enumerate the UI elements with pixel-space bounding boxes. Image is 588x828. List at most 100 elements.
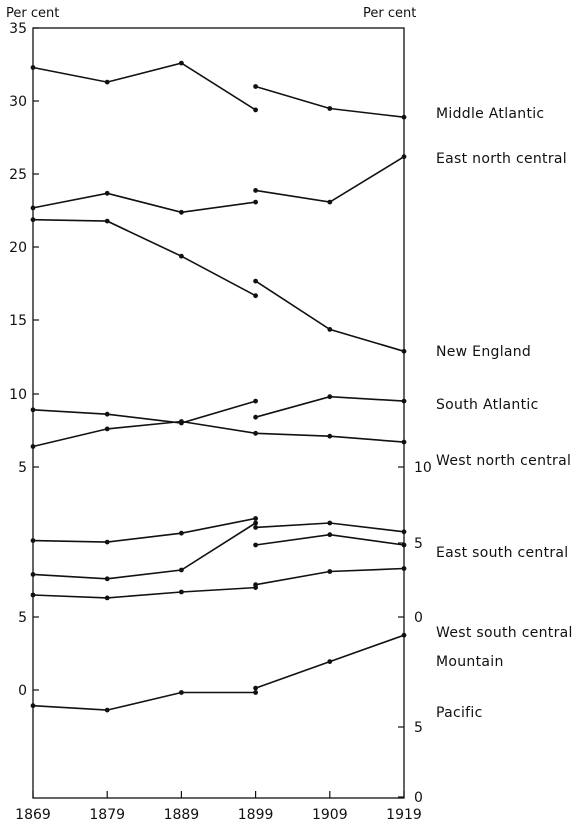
east-south-central-point [179,530,184,536]
x-tick-label: 1919 [386,807,422,823]
series-label: Middle Atlantic [436,106,544,122]
south-atlantic-point [30,407,36,413]
series-label: West south central [436,625,573,641]
east-north-central-point [179,209,184,215]
mountain-point [104,595,110,601]
new-england-point [253,278,258,284]
east-north-central-point [253,199,258,205]
x-tick-label: 1869 [15,807,51,823]
left-tick-label: 5 [18,610,27,626]
east-north-central-point [30,205,36,211]
pacific-point [327,659,333,664]
x-tick-label: 1909 [312,807,348,823]
left-tick-label: 25 [9,167,27,183]
x-tick-label: 1899 [238,807,274,823]
east-south-central-point [253,525,258,530]
right-tick-label: 0 [414,790,423,806]
plot-frame [32,27,405,799]
south-atlantic-point [253,398,258,404]
series-label: Mountain [436,654,504,670]
west-north-central-point [179,419,184,424]
middle-atlantic-line [255,85,405,118]
right-tick-label: 0 [414,610,423,626]
east-north-central-line [255,156,405,203]
left-tick-label: 30 [9,94,27,110]
left-tick-label: 10 [9,387,27,403]
left-tick-label: 20 [9,240,27,256]
mountain-point [253,582,258,588]
new-england-point [30,217,36,223]
new-england-point [179,253,184,259]
east-south-central-point [253,516,258,521]
east-north-central-line [32,192,256,214]
middle-atlantic-line [32,62,257,111]
pacific-line [32,691,256,711]
x-tick-label: 1889 [164,807,200,823]
series-label: South Atlantic [436,397,539,413]
left-tick-label: 15 [9,313,27,329]
pacific-point [30,703,36,709]
right-tick-label: 10 [414,460,432,476]
new-england-point [401,348,407,354]
west-south-central-point [179,567,184,573]
east-south-central-point [327,520,333,526]
west-south-central-point [104,576,110,582]
east-north-central-point [253,188,258,193]
west-north-central-point [104,426,110,432]
left-tick-label: 5 [18,460,27,476]
pacific-point [401,632,407,638]
x-tick-label: 1879 [89,807,125,823]
west-north-central-point [327,433,333,439]
series-label: New England [436,344,531,360]
west-north-central-point [30,444,36,449]
south-atlantic-point [327,394,333,400]
mountain-point [30,592,36,598]
new-england-line [255,280,405,353]
left-tick-label: 35 [9,21,27,37]
east-north-central-point [327,199,333,205]
east-south-central-point [401,529,407,535]
series-labels: Middle Atlantic East north central New Eng… [436,106,573,721]
middle-atlantic-point [179,60,184,66]
left-tick-label: 0 [18,683,27,699]
pacific-point [253,690,258,695]
east-south-central-point [30,538,36,543]
south-atlantic-line [255,395,405,418]
west-south-central-point [401,542,407,548]
middle-atlantic-point [401,114,407,120]
middle-atlantic-point [30,65,36,70]
south-atlantic-line [32,400,256,424]
east-north-central-point [401,154,407,160]
middle-atlantic-point [327,106,333,111]
left-unit-label: Per cent [6,6,59,21]
new-england-point [253,293,258,299]
west-north-central-line [32,420,405,448]
series-label: West north central [436,453,571,469]
west-south-central-point [327,532,333,538]
east-south-central-line [32,517,256,543]
mountain-point [327,569,333,574]
pacific-point [253,685,258,691]
mountain-line [32,586,256,599]
south-atlantic-point [253,414,258,420]
middle-atlantic-point [253,84,258,89]
right-tick-label: 5 [414,720,423,736]
x-axis: 1869 1879 1889 1899 1909 1919 [15,791,422,823]
new-england-point [327,327,333,332]
series-layer [30,60,407,713]
south-atlantic-point [401,398,407,404]
west-south-central-point [253,542,258,548]
series-label: East north central [436,151,567,167]
series-label: Pacific [436,705,483,721]
series-label: East south central [436,545,569,561]
new-england-line [32,218,256,297]
east-north-central-point [104,190,110,196]
middle-atlantic-point [104,79,110,85]
west-south-central-point [253,520,258,526]
left-axis: 35 30 25 20 15 10 5 5 0 [9,21,39,699]
right-tick-label: 5 [414,536,423,552]
pacific-point [104,707,110,713]
mountain-point [179,589,184,595]
west-south-central-point [30,572,36,577]
